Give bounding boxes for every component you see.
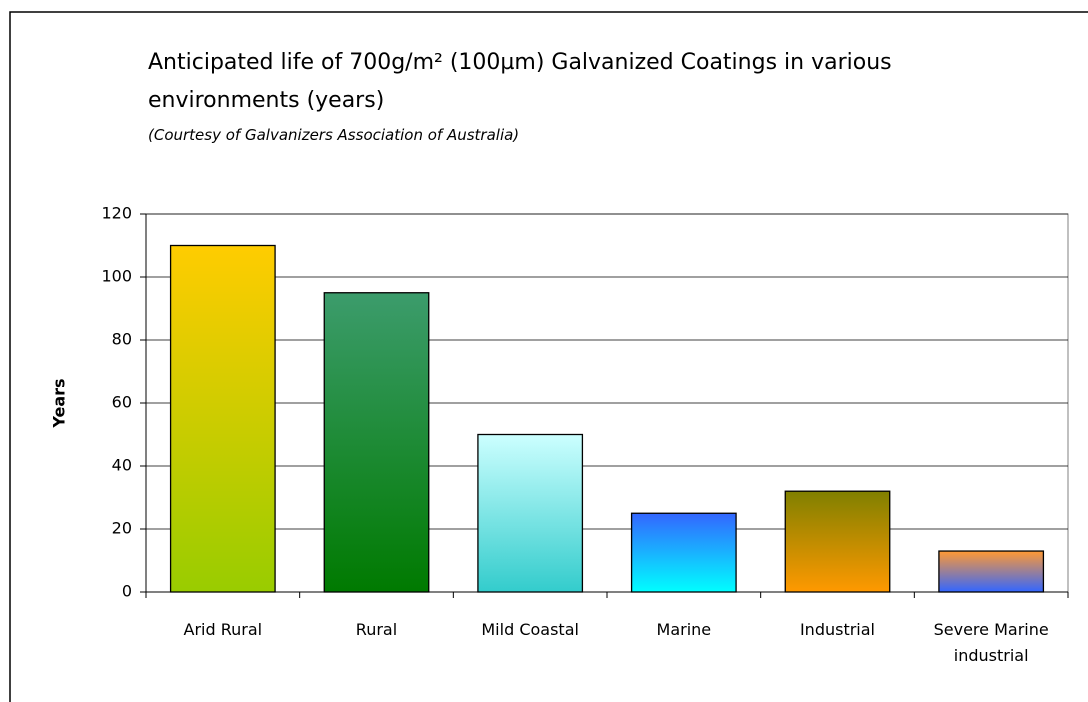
x-tick-label: Rural [355, 620, 398, 639]
x-tick-label: Arid Rural [183, 620, 263, 639]
y-tick-label: 100 [101, 267, 132, 286]
y-tick-label: 20 [112, 519, 132, 538]
y-axis-label: Years [50, 378, 69, 428]
bar [477, 433, 584, 593]
chart-subtitle: (Courtesy of Galvanizers Association of … [148, 126, 520, 144]
bar [630, 512, 737, 593]
bar [938, 550, 1045, 593]
y-tick-label: 0 [122, 582, 132, 601]
y-tick-label: 120 [101, 204, 132, 223]
y-tick-label: 60 [112, 393, 132, 412]
bar [169, 244, 276, 593]
x-tick-label: Industrial [799, 620, 875, 639]
x-tick-label: Severe Marine industrial [933, 620, 1049, 665]
chart-title: Anticipated life of 700g/m² (100µm) Galv… [148, 50, 892, 113]
x-tick-label: Mild Coastal [481, 620, 579, 639]
frame [9, 11, 1088, 702]
y-tick-label: 80 [112, 330, 132, 349]
y-tick-label: 40 [112, 456, 132, 475]
bar [323, 292, 430, 593]
x-tick-label: Marine [656, 620, 712, 639]
bar [784, 490, 891, 593]
